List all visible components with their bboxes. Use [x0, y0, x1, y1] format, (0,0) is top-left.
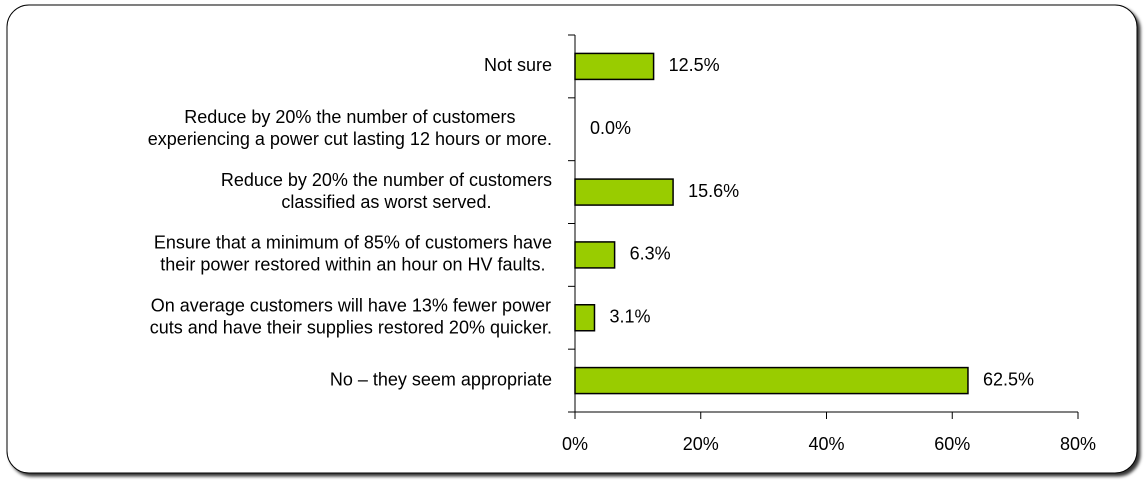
y-tick-label: Not sure — [484, 55, 552, 75]
y-tick-label: Reduce by 20% the number of customers — [221, 170, 552, 190]
y-tick-label: cuts and have their supplies restored 20… — [150, 318, 552, 338]
x-tick-label: 60% — [934, 434, 970, 454]
value-label: 6.3% — [630, 244, 671, 264]
value-label: 0.0% — [590, 118, 631, 138]
y-tick-label: their power restored within an hour on H… — [160, 255, 545, 275]
value-label: 12.5% — [669, 55, 720, 75]
bar — [574, 304, 596, 332]
y-tick-label: Reduce by 20% the number of customers — [184, 107, 515, 127]
y-tick-label: On average customers will have 13% fewer… — [151, 296, 551, 316]
x-tick-label: 40% — [808, 434, 844, 454]
bar — [574, 241, 616, 269]
y-tick-label: experiencing a power cut lasting 12 hour… — [148, 129, 552, 149]
x-tick-label: 20% — [683, 434, 719, 454]
x-tick-label: 0% — [562, 434, 588, 454]
y-tick-label: No – they seem appropriate — [330, 369, 552, 389]
bar — [574, 366, 969, 395]
chart-frame — [6, 4, 1138, 474]
x-tick-label: 80% — [1060, 434, 1096, 454]
value-label: 15.6% — [688, 181, 739, 201]
value-label: 3.1% — [609, 307, 650, 327]
bar — [574, 178, 674, 206]
bar — [574, 52, 655, 81]
y-tick-label: classified as worst served. — [281, 192, 491, 212]
y-tick-label: Ensure that a minimum of 85% of customer… — [154, 233, 552, 253]
value-label: 62.5% — [983, 369, 1034, 389]
